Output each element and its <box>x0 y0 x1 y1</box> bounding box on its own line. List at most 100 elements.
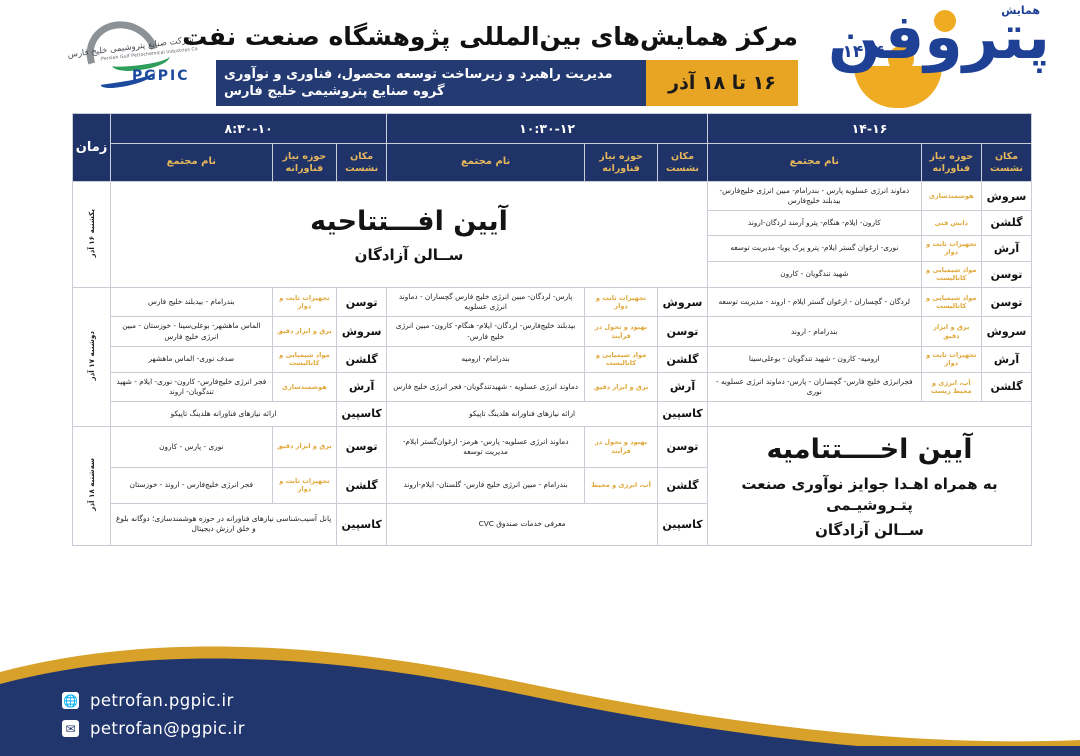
table-row: سروش برق و ابزار دقیق بندرامام - اروند توسن… <box>73 316 1032 347</box>
day3-s2-r1-complex: دماوند انرژی عسلویه- پارس- هرمز- ارغوان‌… <box>386 425 586 468</box>
petrofan-dot1-icon <box>934 10 956 32</box>
day2-s1-r2-area: برق و ابزار دقیق <box>920 316 983 347</box>
day2-s2-r1-complex: پارس- لردگان- مبین انرژی خلیج فارس گچسار… <box>386 287 586 318</box>
day2-s3-r3-complex: صدف نوری- الماس ماهشهر <box>110 345 273 373</box>
pgpic-logo: شرکت صنایع پتروشیمی خلیج فارس Persian Gu… <box>67 8 198 104</box>
table-row: آیین اخــــتتامیه به همراه اهـدا جوایز نو… <box>71 425 1032 546</box>
sub-header-place-2: مکان نشست <box>657 143 709 182</box>
date-badge: ۱۶ تا ۱۸ آذر <box>646 60 798 106</box>
day3-s2-r2-area: آب، انرژی و محیط <box>584 466 659 505</box>
day2-s1-r4-area: آب، انرژی و محیط زیست <box>920 371 983 403</box>
day1-s1-r1-area: هوشمندسازی <box>920 180 983 212</box>
day2-s2-r1-place: سروش <box>657 287 709 318</box>
time-slot-header-row: ۱۴-۱۶ ۱۰:۳۰-۱۲ ۸:۳۰-۱۰ زمان <box>71 113 1032 182</box>
day3-s2-r1-place: توسن <box>657 425 709 468</box>
table-row: آرش تجهیزات ثابت و دوار نوری- ارغوان گستر … <box>73 234 1032 262</box>
day3-s2-r3-note: معرفی خدمات صندوق CVC <box>386 503 659 546</box>
day1-s1-r1-place: سروش <box>981 180 1032 212</box>
day2-s3-r3-place: گلشن <box>336 345 388 373</box>
organizer-block: مدیریت راهبرد و زیرساخت توسعه محصول، فنا… <box>216 60 646 106</box>
day2-s3-r1-area: تجهیزات ثابت و دوار <box>271 287 338 318</box>
closing-ceremony-title: آیین اخــــتتامیه <box>766 433 973 465</box>
day-label-text: سه‌شنبه ۱۸ آذر <box>86 457 96 511</box>
day-label-text: یکشنبه ۱۶ آذر <box>86 208 96 258</box>
day3-s2-r2-complex: بندرامام - مبین انرژی خلیج فارس- گلستان-… <box>386 466 586 505</box>
day-label-سه‌شنبه-۱۸-آذر: سه‌شنبه ۱۸ آذر <box>71 425 112 546</box>
day2-s2-r2-complex: بیدبلند خلیج‌فارس- لردگان- ایلام- هنگام-… <box>386 316 586 347</box>
day2-s1-r1-area: مواد شیمیایی و کاتالیست <box>920 287 983 318</box>
day2-s3-r3-area: مواد شیمیایی و کاتالیست <box>271 345 338 373</box>
time-slot-header-1: ۱۴-۱۶ <box>707 113 1032 144</box>
day2-s1-r4-place: گلشن <box>981 371 1032 403</box>
day3-s3-r2-area: تجهیزات ثابت و دوار <box>271 466 338 505</box>
day2-s3-r5-note: ارائه نیازهای فناورانه هلدینگ تاپیکو <box>110 401 338 427</box>
petrofan-dot2-icon <box>888 46 914 72</box>
sub-header-row: مکان نشست حوزه نیاز فناورانه نام مجتمع مکان… <box>73 143 1032 182</box>
day2-s2-r1-area: تجهیزات ثابت و دوار <box>584 287 659 318</box>
sub-header-place-1: مکان نشست <box>981 143 1032 182</box>
day1-s1-r3-area: تجهیزات ثابت و دوار <box>920 234 983 262</box>
opening-ceremony-venue: ســالن آزادگان <box>354 246 464 265</box>
organizer-line-1: مدیریت راهبرد و زیرساخت توسعه محصول، فنا… <box>224 67 613 82</box>
day-label-text: دوشنبه ۱۷ آذر <box>86 330 96 381</box>
day1-s1-r4-place: توسن <box>981 260 1032 289</box>
pgpic-abbr: PGPIC <box>132 68 190 84</box>
day3-s3-r3-place: کاسپین <box>336 503 388 546</box>
day2-s2-r2-area: بهبود و تحول در فرآیند <box>584 316 659 347</box>
venue-title: مرکز همایش‌های بین‌المللی پژوهشگاه صنعت … <box>182 22 798 51</box>
day2-s3-r2-complex: الماس ماهشهر- بوعلی‌سینا - خوزستان - مبی… <box>110 316 273 347</box>
table-row: گلشن دانش فنی کارون- ایلام- هنگام- پترو آر… <box>73 210 1032 236</box>
day2-s2-r3-place: گلشن <box>657 345 709 373</box>
table-row: کاسپین ارائه نیازهای فناورانه هلدینگ تاپی… <box>73 401 1032 427</box>
time-slot-header-2: ۱۰:۳۰-۱۲ <box>386 113 709 144</box>
petrofan-year: ۱۴۰۴ <box>842 42 884 62</box>
day3-s3-r2-complex: فجر انرژی خلیج‌فارس - اروند - خوزستان <box>110 466 273 505</box>
day2-s2-r4-place: آرش <box>657 371 709 403</box>
sub-header-complex-1: نام مجتمع <box>707 143 922 182</box>
day-label-یکشنبه-۱۶-آذر: یکشنبه ۱۶ آذر <box>71 180 112 289</box>
sub-header-complex-3: نام مجتمع <box>110 143 273 182</box>
day1-s1-r4-area: مواد شیمیایی و کاتالیست <box>920 260 983 289</box>
website-row[interactable]: 🌐 petrofan.pgpic.ir <box>62 691 245 710</box>
table-row: آرش تجهیزات ثابت و دوار ارومیه- کارون - شه… <box>73 345 1032 373</box>
subtitle-bar: ۱۶ تا ۱۸ آذر مدیریت راهبرد و زیرساخت توس… <box>216 60 798 106</box>
day2-s1-r2-complex: بندرامام - اروند <box>707 316 922 347</box>
globe-icon: 🌐 <box>62 692 79 709</box>
day2-s2-r3-complex: بندرامام- ارومیه <box>386 345 586 373</box>
day3-s2-r1-area: بهبود و تحول در فرآیند <box>584 425 659 468</box>
footer-wave-graphic <box>0 646 1080 756</box>
day2-s3-r1-complex: بندرامام - بیدبلند خلیج فارس <box>110 287 273 318</box>
day1-s1-r2-place: گلشن <box>981 210 1032 236</box>
time-slot-header-3: ۸:۳۰-۱۰ <box>110 113 388 144</box>
day1-s1-r2-complex: کارون- ایلام- هنگام- پترو آرمند لردگان-ا… <box>707 210 922 236</box>
email-row[interactable]: ✉ petrofan@pgpic.ir <box>62 719 245 738</box>
day2-s1-r3-place: آرش <box>981 345 1032 373</box>
envelope-icon: ✉ <box>62 720 79 737</box>
contact-block: 🌐 petrofan.pgpic.ir ✉ petrofan@pgpic.ir <box>62 691 245 738</box>
sub-header-complex-2: نام مجتمع <box>386 143 586 182</box>
day2-s2-r2-place: توسن <box>657 316 709 347</box>
sub-header-area-1: حوزه نیاز فناورانه <box>920 143 983 182</box>
day2-s3-r4-complex: فجر انرژی خلیج‌فارس- کارون- نوری- ایلام … <box>110 371 273 403</box>
day2-s2-r4-complex: دماوند انرژی عسلویه - شهیدتندگویان- فجر … <box>386 371 586 403</box>
day1-s1-r3-complex: نوری- ارغوان گستر ایلام- پترو پرک پویا- … <box>707 234 922 262</box>
table-row: توسن مواد شیمیایی و کاتالیست لردگان - گچسا… <box>71 287 1032 427</box>
closing-ceremony-note: به همراه اهـدا جوایز نوآوری صنعت پتـروشی… <box>741 474 998 514</box>
table-row: گلشن آب، انرژی و محیط بندرامام - مبین انرژ… <box>73 466 1032 505</box>
day3-s2-r2-place: گلشن <box>657 466 709 505</box>
website-text: petrofan.pgpic.ir <box>90 691 234 710</box>
day-label-دوشنبه-۱۷-آذر: دوشنبه ۱۷ آذر <box>71 287 112 427</box>
day2-s3-r5-place: کاسپین <box>336 401 388 427</box>
day1-s1-r3-place: آرش <box>981 234 1032 262</box>
day2-s3-r1-place: توسن <box>336 287 388 318</box>
day2-s3-r4-place: آرش <box>336 371 388 403</box>
table-row: سروش هوشمندسازی دماوند انرژی عسلویه پارس -… <box>71 180 1032 289</box>
day2-s2-r5-place: کاسپین <box>657 401 709 427</box>
closing-ceremony-cell: آیین اخــــتتامیه به همراه اهـدا جوایز نو… <box>707 425 1032 546</box>
day2-s1-r3-complex: ارومیه- کارون - شهید تندگویان - بوعلی‌سی… <box>707 345 922 373</box>
day3-s3-r1-place: توسن <box>336 425 388 468</box>
petrofan-logo: پتروفن همایش ۱۴۰۴ <box>812 2 1062 112</box>
day2-s2-r4-area: برق و ابزار دقیق <box>584 371 659 403</box>
closing-ceremony-venue: ســالن آزادگان <box>815 520 924 539</box>
